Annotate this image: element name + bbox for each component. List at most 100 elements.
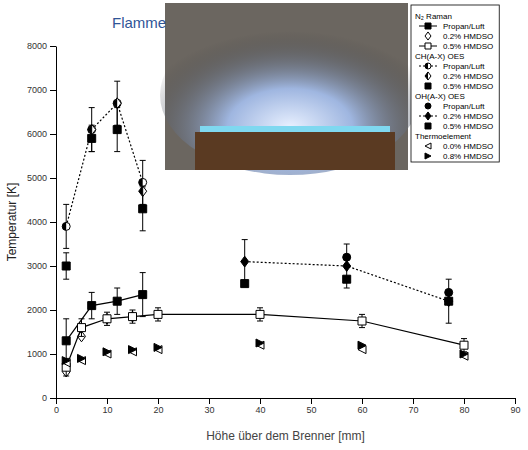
marker-shape	[256, 339, 264, 347]
marker	[445, 297, 453, 305]
y-tick-mark	[50, 134, 56, 135]
marker-shape	[113, 98, 121, 109]
legend-label: 0.5% HMDSO	[443, 82, 493, 91]
legend-marker	[425, 83, 431, 89]
legend-label: 0.0% HMDSO	[443, 142, 493, 151]
x-tick-mark	[362, 398, 363, 404]
error-bar	[461, 339, 467, 352]
y-tick-label: 3000	[27, 261, 47, 271]
marker	[445, 296, 453, 307]
x-tick-mark	[260, 398, 261, 404]
legend-marker	[425, 112, 431, 120]
x-tick: 90	[510, 398, 520, 415]
marker	[78, 354, 86, 362]
marker	[62, 357, 70, 365]
legend-group-title: CH(A-X) OES	[415, 52, 464, 61]
error-bar	[89, 125, 95, 151]
y-tick-label: 0	[42, 393, 47, 403]
marker-shape	[425, 72, 431, 80]
y-tick: 6000	[27, 129, 56, 139]
marker-shape	[78, 354, 86, 362]
legend-label: 0.2% HMDSO	[443, 72, 493, 81]
y-tick-label: 1000	[27, 349, 47, 359]
marker-shape	[425, 63, 431, 69]
x-tick: 10	[102, 398, 112, 415]
error-bar	[114, 288, 120, 314]
marker	[460, 341, 468, 349]
marker-half	[139, 178, 143, 186]
marker-shape	[343, 261, 351, 272]
marker-half	[139, 186, 143, 197]
marker-shape	[139, 205, 147, 213]
marker-shape	[88, 302, 96, 310]
error-bar	[104, 312, 110, 325]
marker	[358, 341, 366, 349]
series	[62, 308, 468, 376]
y-tick-label: 2000	[27, 305, 47, 315]
marker-shape	[256, 310, 264, 318]
legend-group-title: N₂ Raman	[415, 12, 452, 21]
x-tick: 30	[204, 398, 214, 415]
marker-shape	[425, 32, 431, 40]
marker	[62, 337, 70, 345]
marker-shape	[343, 275, 351, 283]
x-tick-label: 70	[408, 405, 418, 415]
photo-flame	[160, 15, 420, 175]
error-bar	[257, 308, 263, 321]
x-tick: 60	[357, 398, 367, 415]
x-tick-mark	[107, 398, 108, 404]
error-bar	[140, 187, 146, 231]
chart: 0102030405060708090010002000300040005000…	[0, 0, 528, 450]
marker-half	[62, 222, 66, 230]
series-line	[66, 314, 464, 367]
marker-shape	[425, 123, 431, 129]
photo-burner-glow	[200, 126, 390, 132]
x-tick-mark	[515, 398, 516, 404]
marker-shape	[425, 23, 431, 29]
marker-half	[425, 72, 428, 80]
y-tick: 2000	[27, 305, 56, 315]
marker-shape	[154, 310, 162, 318]
x-tick-label: 90	[510, 405, 520, 415]
marker-shape	[78, 324, 86, 332]
x-axis: 0102030405060708090	[54, 398, 521, 415]
y-tick: 7000	[27, 85, 56, 95]
x-tick-mark	[311, 398, 312, 404]
y-tick: 8000	[27, 41, 56, 51]
marker	[129, 311, 137, 322]
y-tick-mark	[50, 398, 56, 399]
marker-shape	[113, 297, 121, 305]
marker	[154, 310, 162, 318]
marker-shape	[103, 348, 111, 356]
marker	[129, 346, 137, 354]
legend-group-title: OH(A-X) OES	[415, 92, 465, 101]
marker	[343, 275, 351, 283]
marker-shape	[129, 313, 137, 321]
y-tick: 1000	[27, 349, 56, 359]
marker-shape	[62, 222, 70, 230]
series	[62, 273, 147, 363]
y-tick-label: 6000	[27, 129, 47, 139]
x-tick: 80	[459, 398, 469, 415]
marker	[154, 343, 162, 351]
legend-marker	[425, 103, 431, 109]
marker	[129, 313, 137, 321]
x-tick-label: 20	[153, 405, 163, 415]
series-line	[245, 262, 449, 302]
x-tick-label: 40	[255, 405, 265, 415]
legend-marker	[425, 143, 431, 149]
y-tick-mark	[50, 310, 56, 311]
x-tick-label: 50	[306, 405, 316, 415]
x-tick: 40	[255, 398, 265, 415]
marker-shape	[425, 153, 431, 159]
x-tick-label: 60	[357, 405, 367, 415]
y-tick-mark	[50, 222, 56, 223]
series-line	[66, 295, 143, 341]
series	[343, 253, 453, 296]
x-tick-label: 10	[102, 405, 112, 415]
error-bar	[344, 244, 350, 288]
y-tick-mark	[50, 178, 56, 179]
y-axis-line	[56, 47, 57, 399]
legend-label: 0.5% HMDSO	[443, 42, 493, 51]
legend-label: 0.8% HMDSO	[443, 152, 493, 161]
